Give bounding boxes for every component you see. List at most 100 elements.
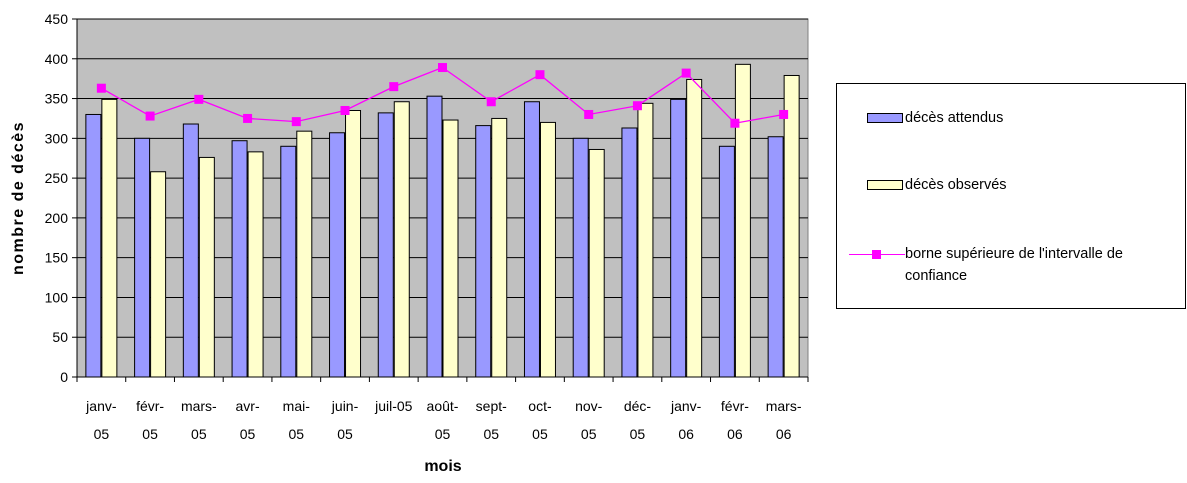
x-tick-label: juil-05 [374,398,413,414]
x-tick-label: 05 [483,426,499,442]
legend-label-upper-bound-line2: confiance [905,268,968,284]
bar-expected [475,125,492,378]
x-tick-label: 05 [191,426,207,442]
upper-bound-marker [145,111,155,121]
bar-expected [718,145,735,378]
x-tick-label: janv- [670,398,702,414]
upper-bound-marker [438,63,447,73]
y-tick-label: 350 [45,91,69,107]
x-tick-label: janv- [85,398,117,414]
bar-observed [539,121,556,378]
x-tick-label: 06 [727,426,743,442]
x-tick-label: mars- [181,398,217,414]
upper-bound-marker [681,68,691,78]
upper-bound-marker [584,109,594,119]
x-tick-label: févr- [721,398,749,414]
legend-swatch-expected [867,113,903,123]
upper-bound-marker [389,82,399,92]
y-axis-label: nombre de décès [10,121,27,275]
x-tick-label: 05 [337,426,353,442]
y-axis-ticks: 0 50 100 150 200 250 300 350 400 450 [45,11,77,385]
bar-observed [637,102,654,378]
bar-observed [247,151,264,378]
bar-expected [329,132,346,378]
bar-observed [491,117,508,378]
bar-expected [670,98,687,378]
bar-observed [198,156,215,378]
legend-label-expected: décès attendus [905,110,1004,126]
bar-observed [686,78,703,378]
bar-expected [231,140,248,378]
legend-item-upper-bound: borne supérieure de l'intervalle de conf… [849,246,1123,287]
bar-expected [572,137,589,378]
x-tick-label: juin- [331,398,359,414]
upper-bound-marker [535,70,545,80]
bar-expected [523,101,540,378]
x-tick-label: 05 [581,426,597,442]
bar-observed [588,148,605,378]
x-tick-label: nov- [575,398,603,414]
legend-marker-upper-bound [872,250,881,259]
x-tick-label: déc- [624,398,652,414]
bar-observed [442,119,459,378]
upper-bound-marker [243,113,253,123]
upper-bound-marker [194,94,204,104]
x-tick-label: 05 [532,426,548,442]
upper-bound-marker [291,117,301,127]
upper-bound-marker [730,118,740,128]
legend-swatch-observed [867,180,903,190]
x-tick-label: 05 [94,426,110,442]
y-tick-label: 400 [45,51,69,67]
bar-observed [783,74,800,378]
bar-expected [426,95,443,378]
x-tick-label: août- [427,398,459,414]
x-tick-label: oct- [528,398,552,414]
bar-expected [767,136,784,378]
legend-label-upper-bound-line1: borne supérieure de l'intervalle de [905,246,1123,262]
x-axis-ticks: janv- 05 févr- 05 mars- 05 avr- 05 mai- 05 juin- 05… [76,377,809,442]
x-axis-label: mois [424,458,461,475]
y-tick-label: 50 [52,329,68,345]
y-tick-label: 300 [45,130,69,146]
x-tick-label: 05 [240,426,256,442]
bar-observed [101,98,118,378]
x-tick-label: 05 [289,426,305,442]
upper-bound-marker [96,83,106,93]
bar-expected [85,113,102,378]
bar-expected [182,123,199,378]
y-tick-label: 0 [60,369,68,385]
bar-observed [734,63,751,378]
legend-item-observed: décès observés [849,177,1007,196]
legend-label-observed: décès observés [905,177,1007,193]
bar-observed [345,109,362,378]
y-tick-label: 200 [45,210,69,226]
bars [85,63,800,378]
y-tick-label: 100 [45,289,69,305]
x-tick-label: 05 [435,426,451,442]
legend: décès attendus décès observés borne supé… [836,83,1186,309]
x-tick-label: 05 [630,426,646,442]
y-tick-label: 250 [45,170,69,186]
x-tick-label: févr- [136,398,164,414]
bar-expected [280,145,297,378]
y-tick-label: 450 [45,11,69,27]
upper-bound-line [96,63,789,128]
legend-item-expected: décès attendus [849,110,1003,129]
bar-expected [377,112,394,378]
bar-expected [134,137,151,378]
x-tick-label: mai- [283,398,311,414]
x-tick-label: 06 [776,426,792,442]
bar-expected [621,127,638,378]
upper-bound-marker [340,105,350,115]
x-tick-label: mars- [766,398,802,414]
x-tick-label: avr- [236,398,260,414]
x-tick-label: 05 [142,426,158,442]
bar-observed [296,130,313,378]
x-tick-label: 06 [678,426,694,442]
legend-label-upper-bound: borne supérieure de l'intervalle de conf… [905,243,1123,287]
upper-bound-marker [486,97,496,107]
upper-bound-marker [779,109,789,119]
bar-observed [393,101,410,378]
x-tick-label: sept- [476,398,507,414]
